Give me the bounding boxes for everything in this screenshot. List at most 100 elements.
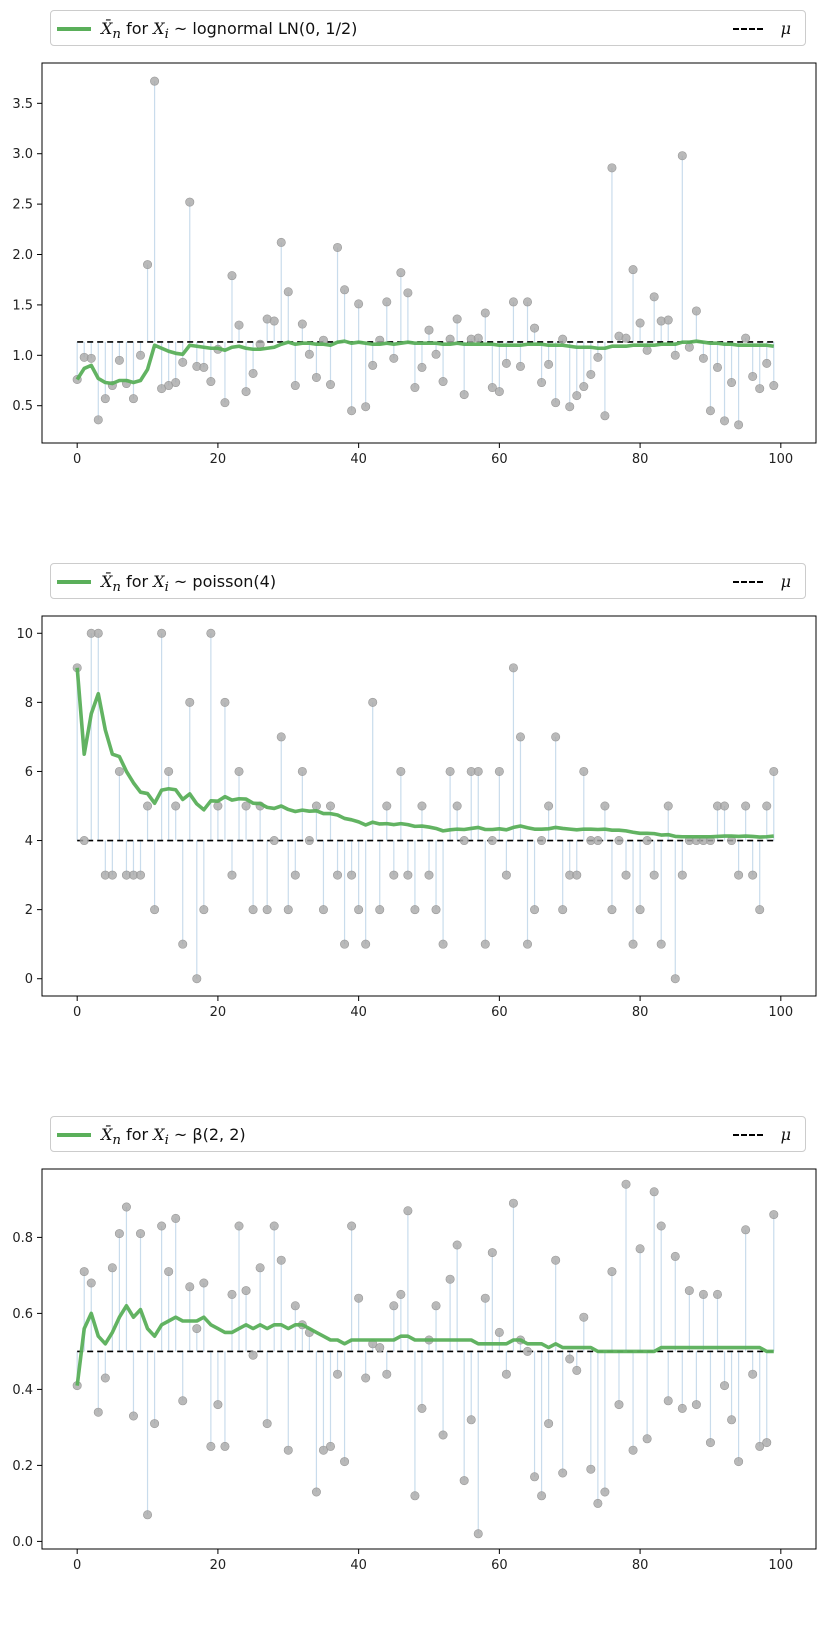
sample-point xyxy=(762,358,772,368)
sample-point xyxy=(494,766,504,776)
sample-point xyxy=(185,1282,195,1292)
sample-point xyxy=(178,357,188,367)
sample-point xyxy=(114,355,124,365)
sample-point xyxy=(318,905,328,915)
legend: X̄n for Xi ~ poisson(4) μ xyxy=(50,563,806,599)
sample-point xyxy=(607,1267,617,1277)
legend-mu-swatch xyxy=(733,28,763,30)
sample-point xyxy=(614,836,624,846)
sample-point xyxy=(276,237,286,247)
sample-point xyxy=(621,333,631,343)
sample-point xyxy=(276,732,286,742)
sample-point xyxy=(269,316,279,326)
sample-point xyxy=(459,836,469,846)
sample-point xyxy=(501,870,511,880)
sample-point xyxy=(248,368,258,378)
sample-point xyxy=(164,766,174,776)
sample-point xyxy=(593,1498,603,1508)
axes-frame xyxy=(41,615,817,997)
y-tick-label: 2.0 xyxy=(12,248,33,263)
sample-point xyxy=(720,1381,730,1391)
sample-point xyxy=(396,1289,406,1299)
sample-point xyxy=(607,163,617,173)
sample-points xyxy=(72,1179,779,1539)
sample-point xyxy=(361,939,371,949)
y-tick-label: 0.4 xyxy=(12,1383,33,1398)
sample-point xyxy=(283,287,293,297)
x-tick-label: 100 xyxy=(768,452,793,467)
sample-point xyxy=(473,766,483,776)
sample-points xyxy=(72,628,779,984)
sample-point xyxy=(579,382,589,392)
y-tick-label: 0.6 xyxy=(12,1307,33,1322)
sample-point xyxy=(150,905,160,915)
sample-point xyxy=(748,1369,758,1379)
sample-point xyxy=(192,974,202,984)
sample-point xyxy=(227,1289,237,1299)
stems xyxy=(76,633,775,979)
sample-point xyxy=(769,1210,779,1220)
sample-point xyxy=(283,905,293,915)
sample-point xyxy=(206,1441,216,1451)
sample-point xyxy=(712,362,722,372)
y-tick-label: 3.5 xyxy=(12,97,33,112)
x-tick-label: 80 xyxy=(632,452,649,467)
sample-point xyxy=(487,836,497,846)
sample-point xyxy=(164,1267,174,1277)
sample-point xyxy=(255,1263,265,1273)
sample-point xyxy=(649,1187,659,1197)
y-tick-label: 6 xyxy=(25,765,33,780)
sample-point xyxy=(705,406,715,416)
sample-point xyxy=(241,801,251,811)
sample-point xyxy=(100,1373,110,1383)
sample-point xyxy=(241,387,251,397)
sample-point xyxy=(508,663,518,673)
sample-point xyxy=(670,974,680,984)
x-tick-label: 40 xyxy=(350,452,367,467)
y-tick-label: 10 xyxy=(16,627,33,642)
sample-point xyxy=(311,372,321,382)
sample-point xyxy=(537,378,547,388)
sample-point xyxy=(523,1346,533,1356)
sample-point xyxy=(537,1491,547,1501)
sample-point xyxy=(410,905,420,915)
x-tick-label: 0 xyxy=(73,452,81,467)
y-tick-label: 8 xyxy=(25,696,33,711)
sample-point xyxy=(325,801,335,811)
sample-point xyxy=(304,836,314,846)
sample-point xyxy=(269,1221,279,1231)
sample-point xyxy=(614,1400,624,1410)
sample-point xyxy=(396,268,406,278)
legend-mean-swatch xyxy=(57,1133,91,1137)
legend-mu-swatch xyxy=(733,1134,763,1136)
sample-point xyxy=(199,1278,209,1288)
sample-point xyxy=(375,905,385,915)
sample-point xyxy=(755,1441,765,1451)
sample-point xyxy=(558,1468,568,1478)
sample-point xyxy=(600,1487,610,1497)
sample-point xyxy=(325,1441,335,1451)
sample-point xyxy=(621,870,631,880)
sample-point xyxy=(438,377,448,387)
sample-point xyxy=(565,1354,575,1364)
sample-point xyxy=(424,325,434,335)
sample-point xyxy=(424,870,434,880)
sample-point xyxy=(544,1419,554,1429)
sample-point xyxy=(143,801,153,811)
sample-point xyxy=(755,384,765,394)
plot-area: 0 20 40 60 80 100 0.0 0.2 0.4 0.6 0.8 xyxy=(12,1168,817,1573)
sample-point xyxy=(515,732,525,742)
sample-point xyxy=(340,1457,350,1467)
sample-point xyxy=(501,358,511,368)
x-tick-label: 60 xyxy=(491,452,508,467)
sample-point xyxy=(734,420,744,430)
y-tick-label: 0.2 xyxy=(12,1459,33,1474)
sample-point xyxy=(347,870,357,880)
sample-point xyxy=(480,939,490,949)
sample-point xyxy=(340,939,350,949)
sample-point xyxy=(290,1301,300,1311)
sample-point xyxy=(410,383,420,393)
sample-point xyxy=(663,315,673,325)
sample-point xyxy=(93,415,103,425)
sample-point xyxy=(579,1312,589,1322)
